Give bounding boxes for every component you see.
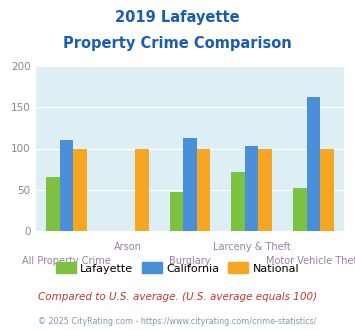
Bar	[245, 146, 258, 231]
Bar	[258, 148, 272, 231]
Bar	[46, 178, 60, 231]
Bar	[73, 148, 87, 231]
Text: Motor Vehicle Theft: Motor Vehicle Theft	[266, 256, 355, 266]
Text: Larceny & Theft: Larceny & Theft	[213, 242, 291, 252]
Text: © 2025 CityRating.com - https://www.cityrating.com/crime-statistics/: © 2025 CityRating.com - https://www.city…	[38, 317, 317, 326]
Text: 2019 Lafayette: 2019 Lafayette	[115, 10, 240, 25]
Bar	[231, 172, 245, 231]
Bar	[183, 138, 197, 231]
Bar	[307, 96, 320, 231]
Bar	[135, 148, 148, 231]
Bar	[197, 148, 210, 231]
Text: Property Crime Comparison: Property Crime Comparison	[63, 36, 292, 51]
Text: All Property Crime: All Property Crime	[22, 256, 111, 266]
Bar	[293, 188, 307, 231]
Bar	[170, 192, 183, 231]
Text: Compared to U.S. average. (U.S. average equals 100): Compared to U.S. average. (U.S. average …	[38, 292, 317, 302]
Bar	[60, 140, 73, 231]
Text: Burglary: Burglary	[169, 256, 211, 266]
Bar	[320, 148, 334, 231]
Text: Arson: Arson	[114, 242, 142, 252]
Legend: Lafayette, California, National: Lafayette, California, National	[51, 258, 304, 278]
